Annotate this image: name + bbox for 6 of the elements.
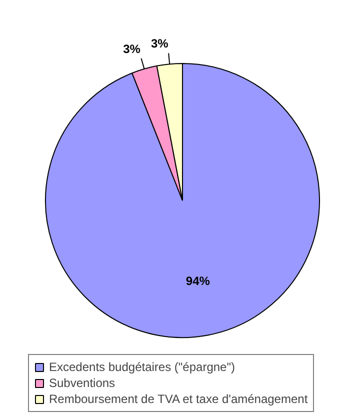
- data-label: 3%: [123, 42, 141, 56]
- legend-label: Subventions: [49, 376, 116, 390]
- legend-label: Remboursement de TVA et taxe d'aménagement: [49, 392, 308, 406]
- legend-label: Excedents budgétaires ("épargne"): [49, 360, 235, 374]
- data-label: 3%: [150, 36, 169, 50]
- data-label: 94%: [186, 274, 210, 288]
